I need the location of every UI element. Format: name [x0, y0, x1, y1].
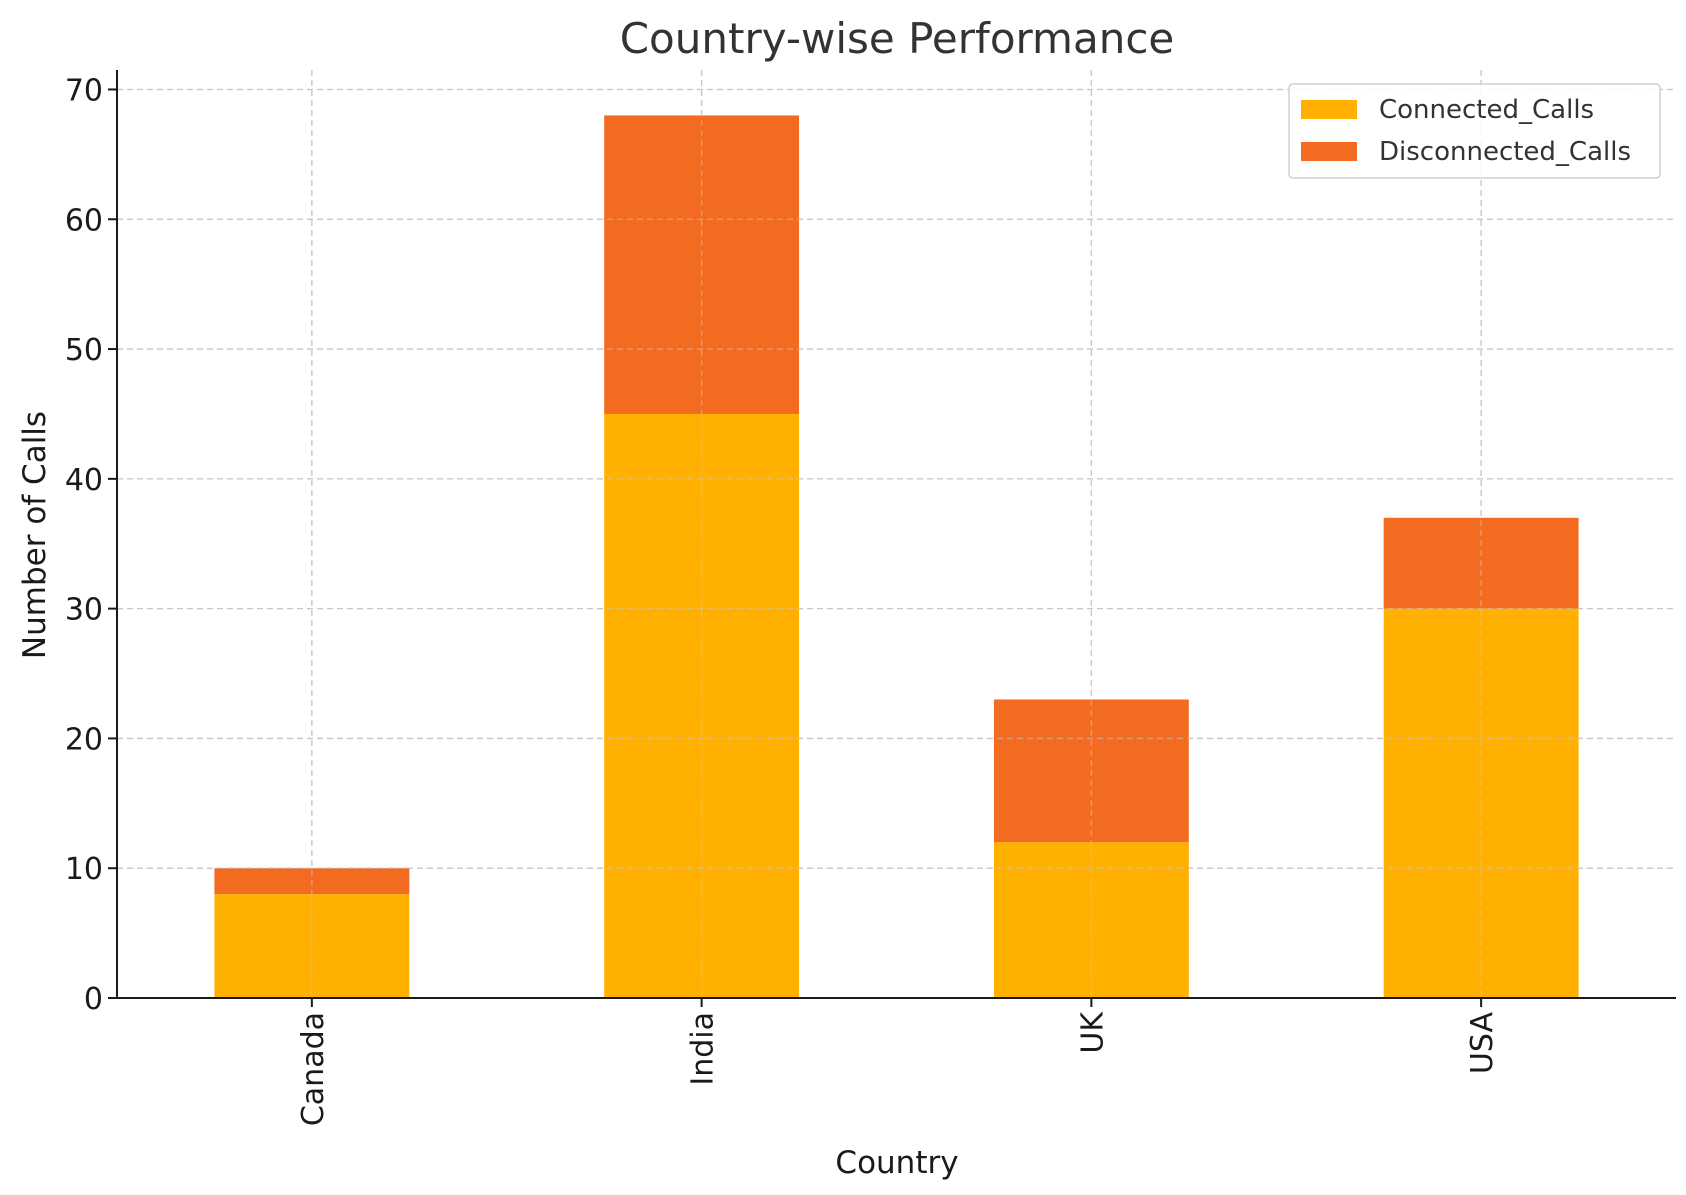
- x-tick-label: USA: [1465, 1012, 1500, 1075]
- y-tick-label: 60: [65, 203, 103, 238]
- legend-label: Connected_Calls: [1379, 95, 1594, 125]
- y-tick-label: 30: [65, 593, 103, 628]
- y-tick-label: 40: [65, 463, 103, 498]
- legend-box: [1288, 83, 1661, 179]
- x-tick-label: Canada: [296, 1012, 331, 1126]
- x-tick-label: UK: [1075, 1011, 1110, 1054]
- chart-title: Country-wise Performance: [620, 14, 1175, 63]
- y-tick-label: 20: [65, 722, 103, 757]
- y-tick-label: 0: [84, 982, 103, 1017]
- legend: Connected_Calls Disconnected_Calls: [1288, 83, 1661, 179]
- axes: 0 10 20 30 40 50 60 70 Canada India UK USA: [65, 70, 1676, 1126]
- y-axis-label: Number of Calls: [17, 411, 53, 659]
- x-axis-label: Country: [835, 1145, 958, 1181]
- y-tick-label: 70: [65, 73, 103, 108]
- legend-swatch: [1301, 100, 1357, 119]
- bars: [117, 70, 1676, 999]
- x-tick-label: India: [686, 1012, 721, 1086]
- legend-label: Disconnected_Calls: [1379, 137, 1631, 167]
- y-tick-label: 10: [65, 852, 103, 887]
- y-tick-label: 50: [65, 333, 103, 368]
- legend-swatch: [1301, 142, 1357, 161]
